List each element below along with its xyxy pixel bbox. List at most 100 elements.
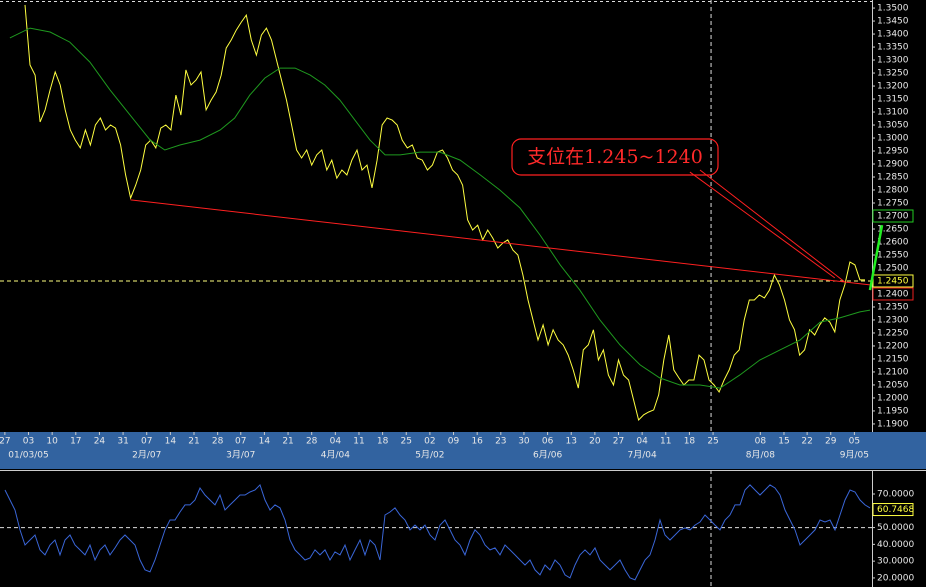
x-tick-label: 29: [825, 437, 837, 447]
y-tick-label: 50.0000: [877, 523, 914, 533]
x-tick-label: 04: [636, 437, 648, 447]
x-tick-label: 13: [565, 437, 576, 447]
y-tick-label: 1.2500: [877, 263, 909, 273]
y-tick-label: 1.3200: [877, 82, 909, 92]
x-tick-label: 31: [117, 437, 128, 447]
y-tick-label: 1.1900: [877, 419, 909, 429]
x-tick-label: 30: [518, 437, 530, 447]
month-label: 01/03/05: [8, 451, 48, 461]
x-tick-label: 17: [70, 437, 81, 447]
x-tick-label: 23: [495, 437, 506, 447]
x-tick-label: 25: [707, 437, 718, 447]
x-tick-label: 07: [235, 437, 246, 447]
y-tick-label: 1.2800: [877, 186, 909, 196]
y-tick-label: 1.2250: [877, 328, 909, 338]
y-tick-label: 1.2000: [877, 393, 909, 403]
date-band: [0, 432, 926, 469]
x-tick-label: 28: [306, 437, 318, 447]
y-tick-label: 1.3500: [877, 4, 909, 14]
series-line: [24, 4, 865, 421]
annotation-line: [689, 171, 836, 279]
series-line: [9, 27, 871, 389]
y-tick-label: 1.2100: [877, 367, 909, 377]
x-tick-label: 25: [401, 437, 412, 447]
x-tick-label: 15: [778, 437, 789, 447]
y-tick-label: 1.2350: [877, 302, 909, 312]
y-tick-label: 1.3300: [877, 56, 909, 66]
x-tick-label: 11: [353, 437, 364, 447]
x-tick-label: 27: [0, 437, 11, 447]
x-tick-label: 08: [755, 437, 767, 447]
month-label: 2月/07: [132, 450, 161, 461]
x-tick-label: 04: [330, 437, 342, 447]
y-tick-label: 1.3450: [877, 17, 909, 27]
y-tick-label: 1.2950: [877, 147, 909, 157]
y-tick-label: 20.0000: [877, 573, 914, 583]
month-label: 9月/05: [840, 450, 869, 461]
x-tick-label: 20: [589, 437, 601, 447]
month-label: 3月/07: [226, 450, 255, 461]
value-marker-label: 1.2450: [877, 276, 909, 286]
series-line: [4, 483, 871, 581]
y-tick-label: 1.2900: [877, 160, 909, 170]
y-tick-label: 1.3350: [877, 43, 909, 53]
y-tick-label: 1.1950: [877, 406, 909, 416]
annotation-line: [868, 224, 884, 291]
x-tick-label: 22: [801, 437, 812, 447]
value-marker: [872, 209, 914, 223]
y-tick-label: 1.3000: [877, 134, 909, 144]
y-tick-label: 1.2550: [877, 250, 909, 260]
x-tick-label: 05: [849, 437, 860, 447]
x-tick-label: 03: [23, 437, 34, 447]
x-tick-label: 02: [424, 437, 435, 447]
x-tick-label: 09: [448, 437, 460, 447]
x-tick-label: 27: [613, 437, 624, 447]
value-marker-label: 60.7468: [877, 505, 914, 515]
x-tick-label: 07: [141, 437, 152, 447]
y-tick-label: 70.0000: [877, 490, 914, 500]
y-tick-label: 40.0000: [877, 540, 914, 550]
x-tick-label: 16: [471, 437, 483, 447]
y-tick-label: 1.2750: [877, 199, 909, 209]
value-marker: [872, 274, 914, 288]
y-tick-label: 1.2600: [877, 237, 909, 247]
x-tick-label: 14: [165, 437, 177, 447]
x-tick-label: 06: [542, 437, 554, 447]
value-marker-label: 1.2700: [877, 212, 909, 222]
annotation-box: [511, 138, 719, 176]
y-tick-label: 1.2300: [877, 315, 909, 325]
x-tick-label: 18: [377, 437, 389, 447]
y-tick-label: 30.0000: [877, 557, 914, 567]
value-marker-label: 1.2400: [877, 289, 909, 299]
month-label: 5月/02: [415, 450, 444, 461]
x-tick-label: 14: [259, 437, 271, 447]
annotation-line: [130, 199, 871, 286]
y-tick-label: 1.2150: [877, 354, 909, 364]
month-label: 4月/04: [321, 450, 350, 461]
annotation-line: [699, 169, 846, 283]
x-tick-label: 10: [46, 437, 58, 447]
value-marker: [872, 287, 914, 301]
x-tick-label: 21: [282, 437, 293, 447]
y-tick-label: 1.2850: [877, 173, 909, 183]
x-tick-label: 21: [188, 437, 199, 447]
y-tick-label: 1.3100: [877, 108, 909, 118]
y-tick-label: 1.2650: [877, 224, 909, 234]
y-tick-label: 1.3050: [877, 121, 909, 131]
y-tick-label: 1.3150: [877, 95, 909, 105]
month-label: 7月/04: [628, 450, 657, 461]
y-tick-label: 1.3400: [877, 30, 909, 40]
x-tick-label: 28: [212, 437, 224, 447]
y-tick-label: 1.3250: [877, 69, 909, 79]
month-label: 6月/06: [533, 450, 562, 461]
annotation: 支位在1.245~1240: [527, 146, 703, 168]
x-tick-label: 11: [660, 437, 671, 447]
y-tick-label: 1.2200: [877, 341, 909, 351]
x-tick-label: 18: [684, 437, 696, 447]
x-tick-label: 24: [94, 437, 106, 447]
month-label: 8月/08: [746, 450, 775, 461]
value-marker: [872, 503, 914, 517]
y-tick-label: 1.2050: [877, 380, 909, 390]
